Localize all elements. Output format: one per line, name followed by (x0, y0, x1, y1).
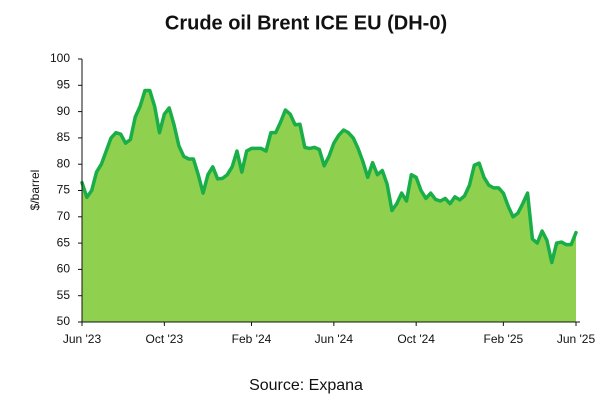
x-tick-label: Oct '24 (397, 332, 435, 346)
y-tick-label: 70 (57, 209, 71, 223)
y-tick-label: 55 (57, 288, 71, 302)
x-tick-label: Feb '24 (232, 332, 272, 346)
x-tick-label: Oct '23 (146, 332, 184, 346)
y-tick-label: 100 (50, 51, 70, 65)
x-tick-label: Jun '24 (315, 332, 354, 346)
y-tick-label: 85 (57, 130, 71, 144)
y-tick-label: 95 (57, 77, 71, 91)
y-axis-label: $/barrel (28, 170, 42, 211)
y-tick-label: 60 (57, 262, 71, 276)
chart-title: Crude oil Brent ICE EU (DH-0) (165, 12, 447, 34)
y-tick-label: 75 (57, 183, 71, 197)
x-tick-label: Jun '23 (63, 332, 102, 346)
area (82, 90, 576, 322)
source: Source: Expana (249, 377, 363, 394)
y-tick-label: 90 (57, 104, 71, 118)
x-tick-label: Jun '25 (557, 332, 596, 346)
line (80, 88, 578, 265)
y-tick-label: 50 (57, 314, 71, 328)
y-tick-label: 65 (57, 235, 71, 249)
y-tick-label: 80 (57, 156, 71, 170)
x-tick-label: Feb '25 (484, 332, 524, 346)
